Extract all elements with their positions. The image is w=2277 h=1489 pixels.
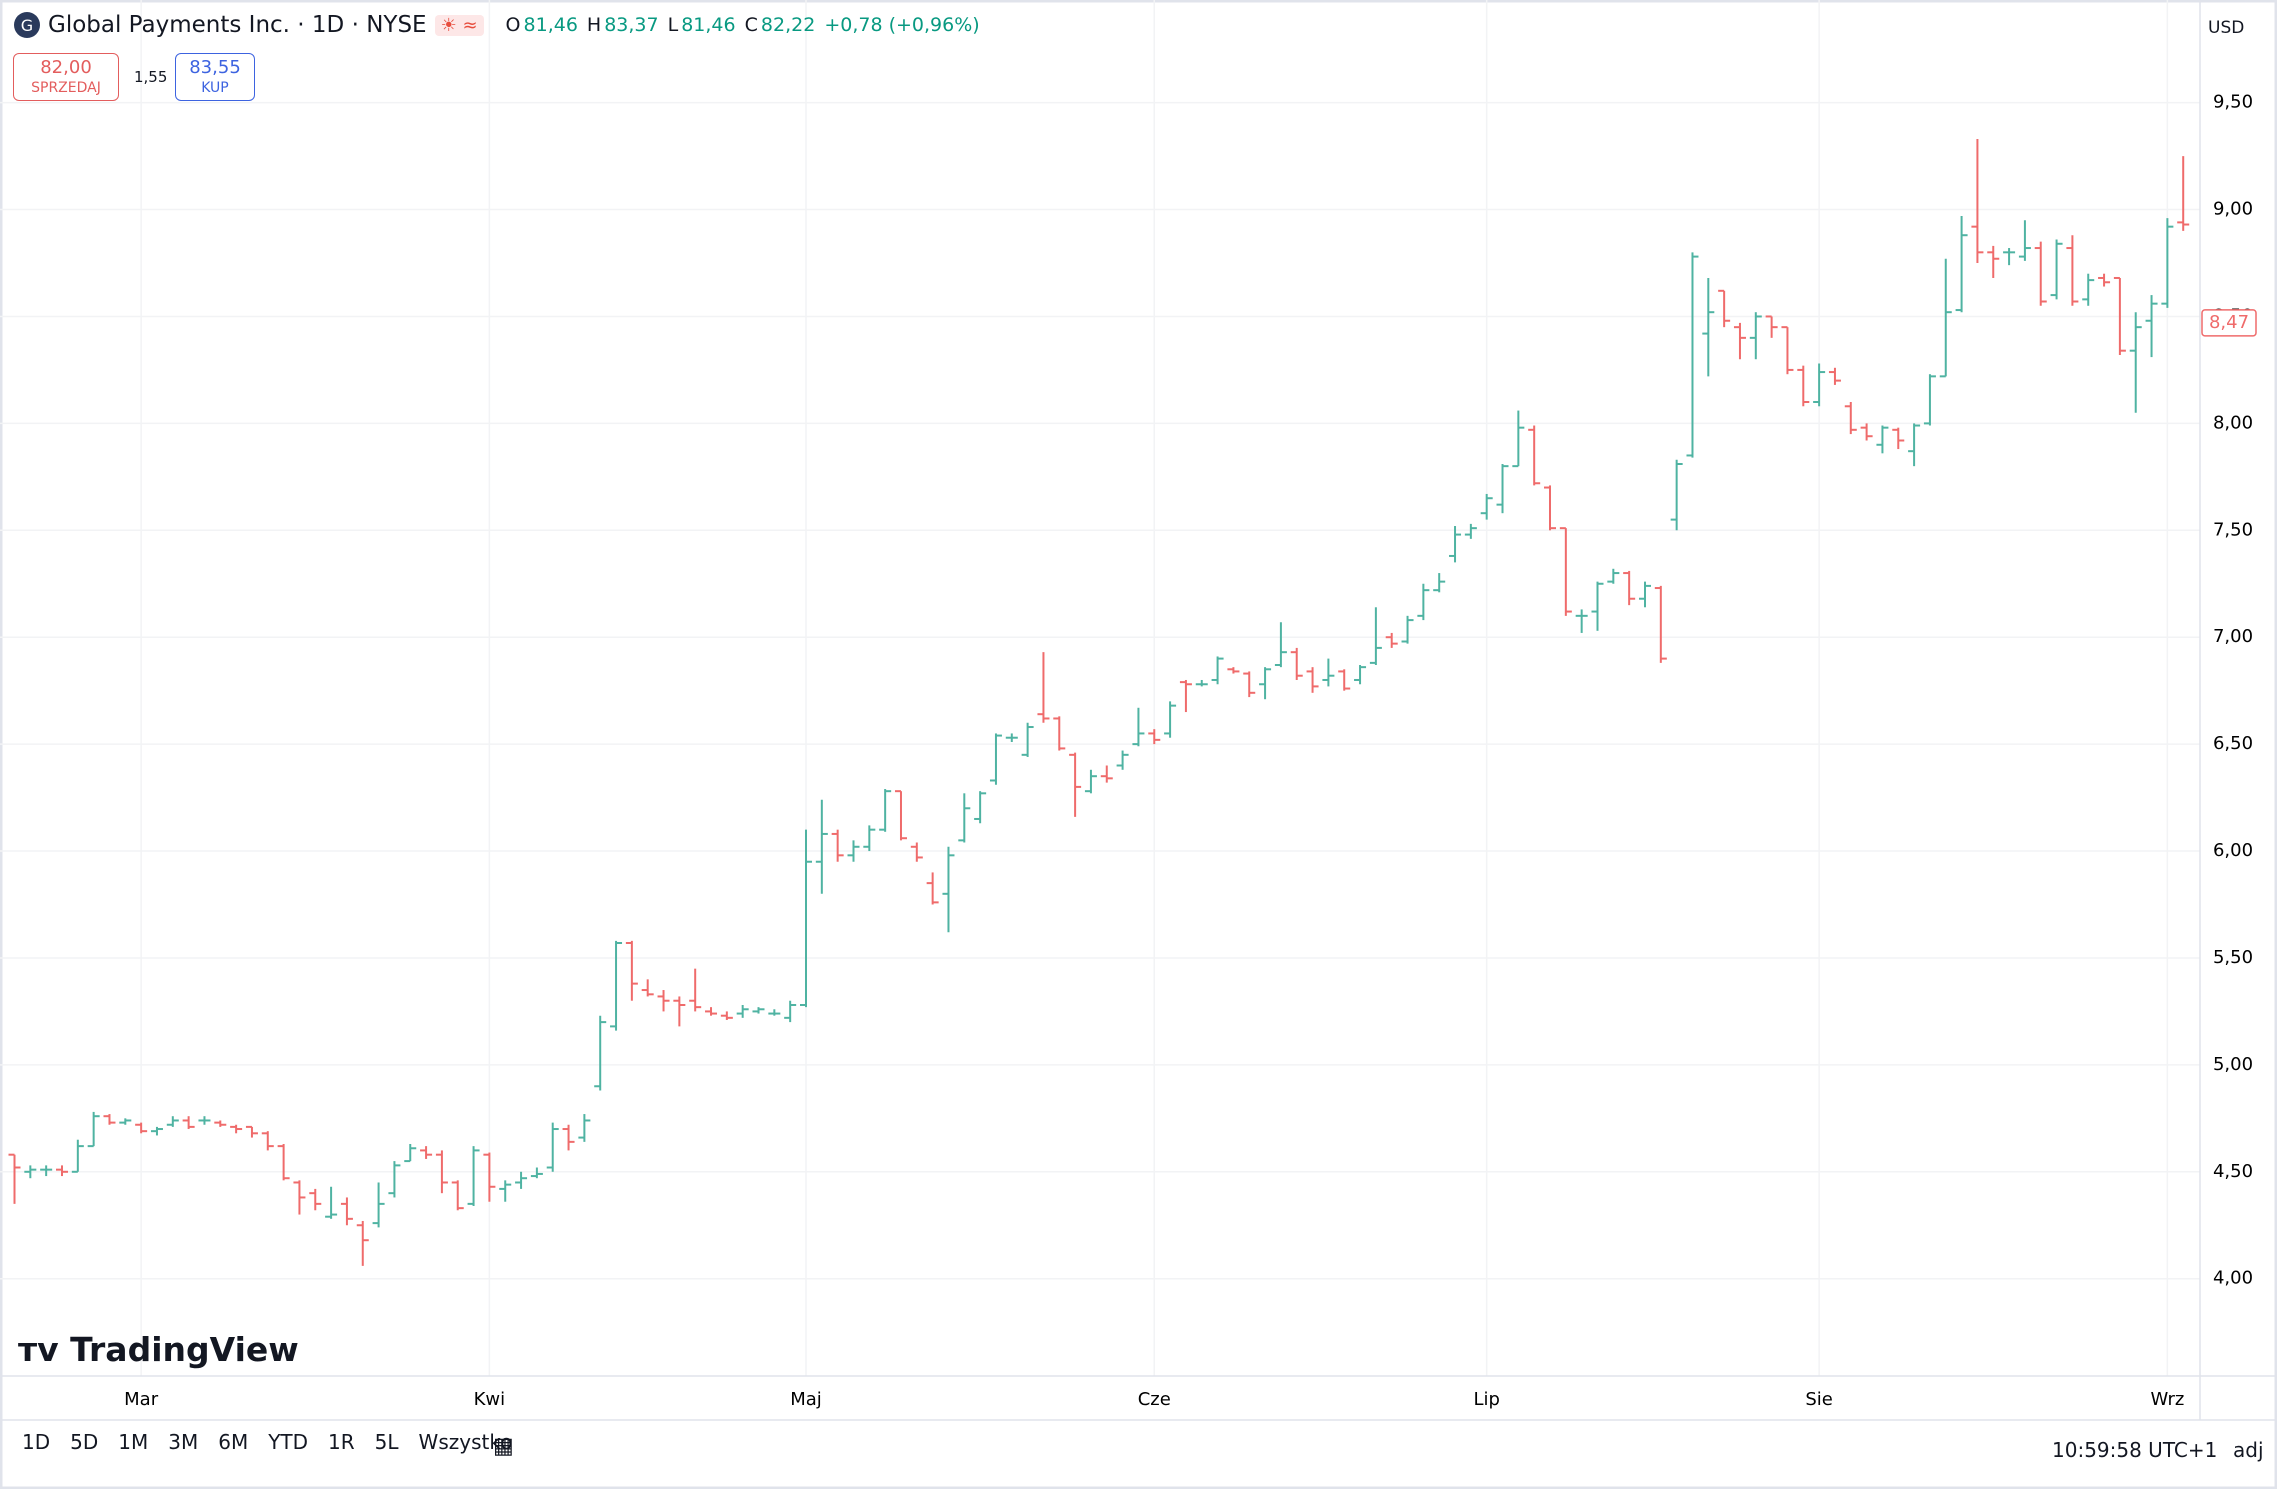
- y-tick-label: 9,50: [2213, 92, 2253, 113]
- y-tick-label: 9,00: [2213, 199, 2253, 220]
- x-tick-label: Cze: [1138, 1389, 1171, 1410]
- h-label: H: [586, 14, 602, 36]
- y-tick-label: 8,00: [2213, 412, 2253, 433]
- y-tick-label: 7,50: [2213, 519, 2253, 540]
- symbol-icon: G: [14, 12, 40, 38]
- x-tick-label: Maj: [790, 1389, 822, 1410]
- sell-label: SPRZEDAJ: [31, 80, 101, 96]
- l-value: 81,46: [681, 14, 736, 36]
- range-button[interactable]: 3M: [168, 1430, 199, 1454]
- range-button[interactable]: 6M: [218, 1430, 249, 1454]
- range-button[interactable]: 5L: [374, 1430, 399, 1454]
- l-label: L: [667, 14, 679, 36]
- range-button[interactable]: 1R: [328, 1430, 355, 1454]
- range-button[interactable]: 1D: [22, 1430, 51, 1454]
- h-value: 83,37: [604, 14, 659, 36]
- y-tick-label: 6,50: [2213, 733, 2253, 754]
- x-tick-label: Lip: [1473, 1389, 1499, 1410]
- last-price-box: [2201, 309, 2257, 337]
- watermark: ᴛᴠ TradingView: [18, 1330, 299, 1369]
- c-label: C: [744, 14, 758, 36]
- x-tick-label: Sie: [1805, 1389, 1833, 1410]
- symbol-title[interactable]: Global Payments Inc. · 1D · NYSE: [48, 12, 427, 38]
- ohlc-values: O 81,46 H 83,37 L 81,46 C 82,22 +0,78 (+0,96…: [506, 14, 986, 36]
- y-tick-label: 5,00: [2213, 1054, 2253, 1075]
- range-button[interactable]: YTD: [268, 1430, 309, 1454]
- c-value: 82,22: [760, 14, 816, 36]
- x-tick-label: Mar: [124, 1389, 159, 1410]
- y-tick-label: 5,50: [2213, 947, 2253, 968]
- y-tick-label: 4,50: [2213, 1161, 2253, 1182]
- y-tick-label: 6,00: [2213, 840, 2253, 861]
- status-badge: ☀ ≈: [434, 14, 484, 36]
- header: G Global Payments Inc. · 1D · NYSE ☀ ≈ O…: [14, 12, 986, 38]
- y-tick-label: 7,00: [2213, 626, 2253, 647]
- last-price-label: 8,47: [2209, 312, 2249, 333]
- buy-price: 83,55: [189, 57, 241, 78]
- y-tick-label: 4,00: [2213, 1268, 2253, 1289]
- currency[interactable]: USD: [2208, 18, 2245, 38]
- change: +0,78 (+0,96%): [824, 14, 980, 36]
- date-range-icon[interactable]: ▦: [493, 1434, 514, 1459]
- clock: 10:59:58 UTC+1: [2052, 1438, 2218, 1462]
- buy-label: KUP: [201, 80, 229, 96]
- adj-toggle[interactable]: adj: [2233, 1438, 2264, 1462]
- o-value: 81,46: [523, 14, 578, 36]
- buy-button[interactable]: 83,55 KUP: [175, 53, 255, 101]
- x-tick-label: Kwi: [474, 1389, 506, 1410]
- o-label: O: [505, 14, 521, 36]
- watermark-text: TradingView: [70, 1330, 299, 1369]
- x-tick-label: Wrz: [2150, 1389, 2184, 1410]
- toolbar: 1D 5D 1M 3M 6M YTD 1R 5L Wszystko: [22, 1430, 532, 1454]
- spread: 1,55: [134, 68, 168, 86]
- range-button[interactable]: 5D: [70, 1430, 99, 1454]
- range-button[interactable]: 1M: [118, 1430, 149, 1454]
- sell-price: 82,00: [40, 57, 92, 78]
- sell-button[interactable]: 82,00 SPRZEDAJ: [13, 53, 119, 101]
- range-button[interactable]: Wszystko: [418, 1430, 513, 1454]
